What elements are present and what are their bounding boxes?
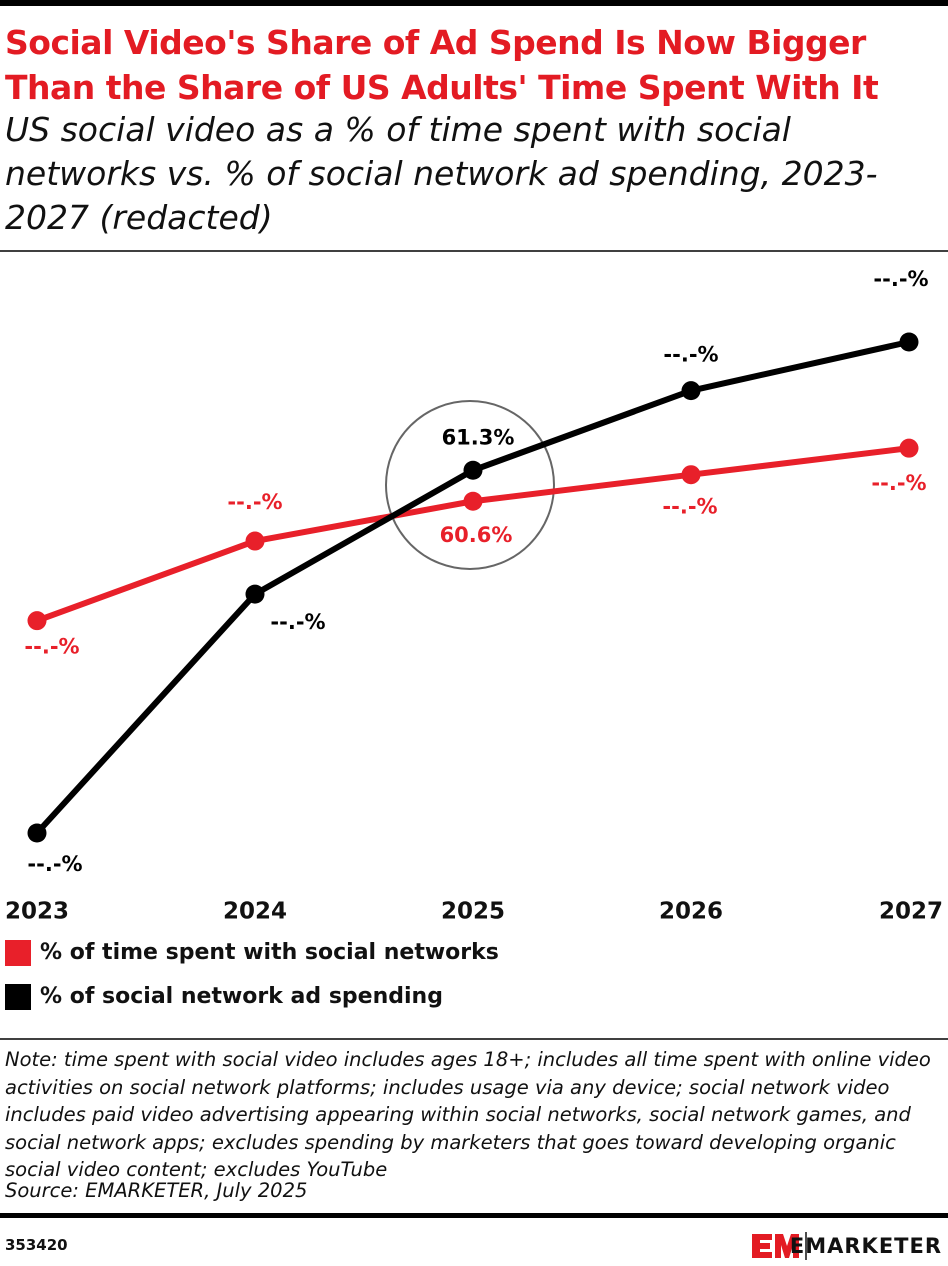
data-point <box>681 465 701 485</box>
data-point <box>463 491 483 511</box>
data-label: --.-% <box>871 471 926 495</box>
chart-subtitle: US social video as a % of time spent wit… <box>5 110 878 237</box>
legend-label: % of time spent with social networks <box>40 940 499 965</box>
x-tick-label: 2023 <box>5 899 69 925</box>
brand: EMARKETER <box>789 1234 942 1258</box>
x-tick-label: 2025 <box>441 899 505 925</box>
data-label: --.-% <box>27 852 82 876</box>
series-line <box>34 339 910 836</box>
logo <box>752 1232 807 1260</box>
data-point <box>27 611 47 631</box>
data-point <box>463 460 483 480</box>
chart-id: 353420 <box>5 1236 68 1254</box>
legend-swatch <box>5 940 31 966</box>
data-label: --.-% <box>270 610 325 634</box>
top-bar <box>0 0 948 6</box>
x-tick-label: 2026 <box>659 899 723 925</box>
data-label: --.-% <box>662 495 717 519</box>
data-point <box>245 531 265 551</box>
data-point <box>899 332 919 352</box>
data-label: --.-% <box>24 635 79 659</box>
source: Source: EMARKETER, July 2025 <box>5 1179 308 1202</box>
data-point <box>899 438 919 458</box>
footer-bar <box>0 1213 948 1218</box>
legend-swatch <box>5 984 31 1010</box>
legend-label: % of social network ad spending <box>40 984 443 1009</box>
data-label: --.-% <box>227 490 282 514</box>
x-tick-label: 2027 <box>879 899 943 925</box>
data-label: 60.6% <box>440 523 513 547</box>
data-point <box>27 823 47 843</box>
chart-title: Social Video's Share of Ad Spend Is Now … <box>5 23 879 107</box>
data-point <box>681 381 701 401</box>
highlight-circle <box>385 400 555 570</box>
data-label: --.-% <box>873 267 928 291</box>
x-tick-label: 2024 <box>223 899 287 925</box>
data-point <box>245 584 265 604</box>
note: Note: time spent with social video inclu… <box>5 1048 931 1181</box>
data-label: 61.3% <box>442 425 515 449</box>
data-label: --.-% <box>663 343 718 367</box>
